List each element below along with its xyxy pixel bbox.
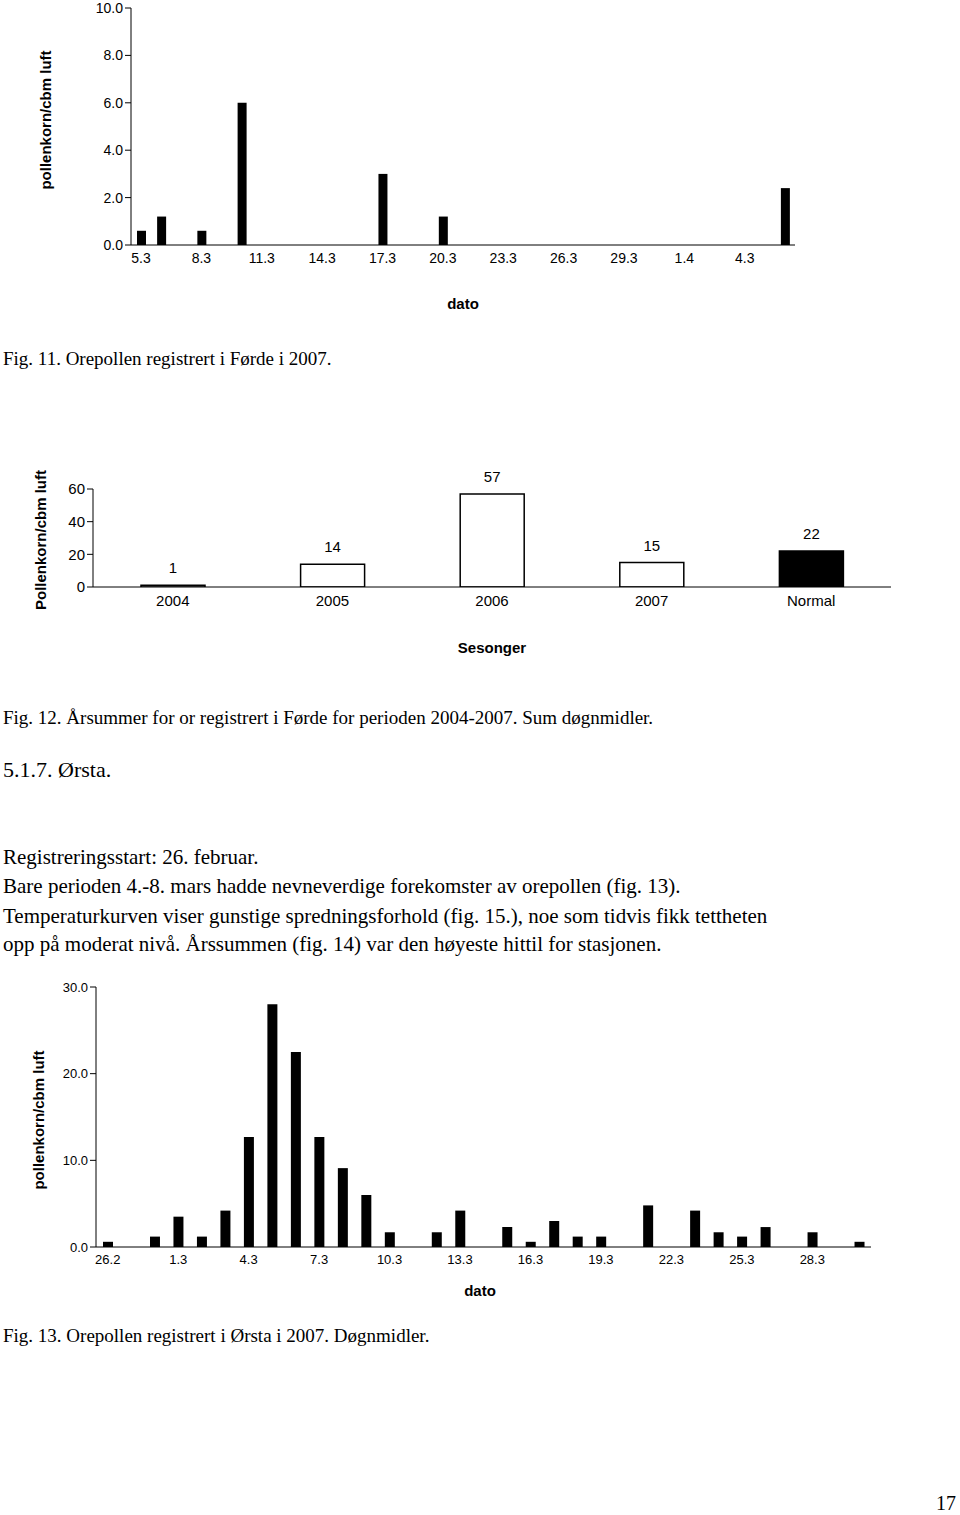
html-text:Fig. 13. Orepollen registrert: Fig. 13. Orepollen registrert i Ørsta i … <box>3 1324 430 1346</box>
html-text:Pollenkorn/cbm luft: Pollenkorn/cbm luft <box>31 470 49 610</box>
svg-text:25.3: 25.3 <box>729 1252 754 1267</box>
svg-text:57: 57 <box>484 468 501 485</box>
svg-text:10.0: 10.0 <box>96 0 123 16</box>
svg-text:16.3: 16.3 <box>518 1252 543 1267</box>
svg-text:23.3: 23.3 <box>490 250 517 266</box>
html-text:Fig. 11. Orepollen registrert: Fig. 11. Orepollen registrert i Førde i … <box>3 347 332 369</box>
html-text:opp på moderat nivå. Årssummen: opp på moderat nivå. Årssummen (fig. 14)… <box>3 931 662 956</box>
html-text:pollenkorn/cbm luft: pollenkorn/cbm luft <box>29 1050 47 1190</box>
svg-text:2006: 2006 <box>475 592 508 609</box>
svg-text:Normal: Normal <box>787 592 835 609</box>
svg-text:4.3: 4.3 <box>735 250 755 266</box>
svg-text:20.3: 20.3 <box>429 250 456 266</box>
svg-text:2.0: 2.0 <box>104 190 124 206</box>
svg-text:22: 22 <box>803 525 820 542</box>
svg-text:19.3: 19.3 <box>588 1252 613 1267</box>
svg-text:17.3: 17.3 <box>369 250 396 266</box>
html-text:dato: dato <box>464 1281 496 1299</box>
svg-text:22.3: 22.3 <box>659 1252 684 1267</box>
svg-text:10.0: 10.0 <box>63 1153 88 1168</box>
svg-text:40: 40 <box>68 513 85 530</box>
svg-text:1: 1 <box>169 559 177 576</box>
svg-text:1.4: 1.4 <box>675 250 695 266</box>
svg-text:30.0: 30.0 <box>63 980 88 995</box>
svg-text:8.0: 8.0 <box>104 47 124 63</box>
svg-text:29.3: 29.3 <box>610 250 637 266</box>
svg-text:4.0: 4.0 <box>104 142 124 158</box>
svg-text:60: 60 <box>68 480 85 497</box>
svg-text:6.0: 6.0 <box>104 95 124 111</box>
svg-text:14.3: 14.3 <box>309 250 336 266</box>
svg-text:1.3: 1.3 <box>169 1252 187 1267</box>
svg-text:28.3: 28.3 <box>800 1252 825 1267</box>
html-text:Fig. 12. Årsummer for or regis: Fig. 12. Årsummer for or registrert i Fø… <box>3 706 654 728</box>
svg-text:2004: 2004 <box>156 592 189 609</box>
svg-text:0.0: 0.0 <box>104 237 124 253</box>
svg-text:0: 0 <box>77 578 85 595</box>
svg-text:20.0: 20.0 <box>63 1066 88 1081</box>
html-text:Registreringsstart: 26. februa: Registreringsstart: 26. februar. <box>3 844 259 869</box>
svg-text:13.3: 13.3 <box>447 1252 472 1267</box>
svg-text:14: 14 <box>324 538 341 555</box>
html-text:5.1.7. Ørsta.: 5.1.7. Ørsta. <box>3 757 112 782</box>
svg-text:11.3: 11.3 <box>249 250 275 266</box>
svg-text:2005: 2005 <box>316 592 349 609</box>
svg-text:2007: 2007 <box>635 592 668 609</box>
html-text:17: 17 <box>936 1492 956 1514</box>
html-text:dato: dato <box>447 294 479 312</box>
html-text:Temperaturkurven viser gunstig: Temperaturkurven viser gunstige sprednin… <box>3 903 768 928</box>
svg-text:0.0: 0.0 <box>70 1240 88 1255</box>
svg-text:4.3: 4.3 <box>240 1252 258 1267</box>
svg-text:26.3: 26.3 <box>550 250 577 266</box>
svg-text:5.3: 5.3 <box>131 250 151 266</box>
svg-text:26.2: 26.2 <box>95 1252 120 1267</box>
svg-text:20: 20 <box>68 546 85 563</box>
svg-text:15: 15 <box>643 537 660 554</box>
html-text:pollenkorn/cbm luft: pollenkorn/cbm luft <box>36 50 54 190</box>
html-text:Bare perioden 4.-8. mars hadde: Bare perioden 4.-8. mars hadde nevneverd… <box>3 873 681 898</box>
html-text:Sesonger: Sesonger <box>457 638 527 656</box>
svg-text:8.3: 8.3 <box>192 250 212 266</box>
svg-text:7.3: 7.3 <box>310 1252 328 1267</box>
svg-text:10.3: 10.3 <box>377 1252 402 1267</box>
